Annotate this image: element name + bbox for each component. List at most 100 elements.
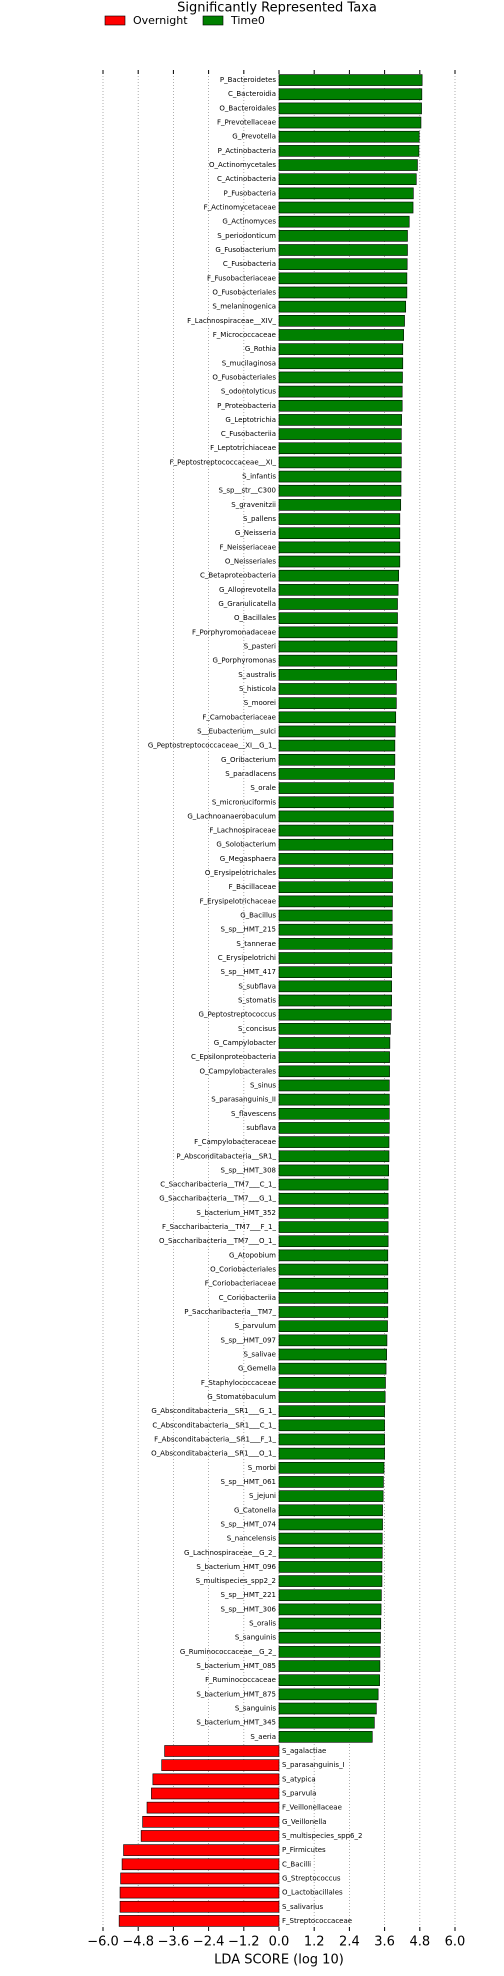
bar: [278, 598, 398, 610]
legend-label: Time0: [230, 14, 265, 27]
bar: [278, 1348, 387, 1361]
category-label: G_Bacillus: [240, 912, 276, 920]
category-label: S_parvulum: [235, 1322, 277, 1330]
category-label: S_sp__HMT_061: [221, 1478, 276, 1486]
bar: [278, 569, 399, 582]
category-label: S_melaninogenica: [212, 303, 276, 311]
bar: [161, 1759, 280, 1771]
category-label: O_Lactobacillales: [282, 1889, 343, 1897]
bar: [278, 215, 410, 228]
category-label: F_Neisseriaceae: [220, 543, 276, 551]
category-label: C_Bacilli: [282, 1860, 311, 1868]
category-label: C_Betaproteobacteria: [200, 572, 276, 580]
category-label: S_periodonticum: [217, 232, 276, 240]
bar: [278, 1377, 386, 1389]
category-label: S_sp__HMT_221: [221, 1591, 276, 1599]
category-label: G_Rothia: [245, 345, 276, 353]
category-label: G_Solobacterium: [216, 841, 276, 849]
bar: [278, 1037, 391, 1049]
bar: [278, 1688, 379, 1701]
bar: [278, 300, 407, 313]
category-label: S_moorei: [244, 699, 276, 707]
bar: [278, 286, 408, 299]
category-label: S_mucilaginosa: [222, 359, 276, 367]
bar: [278, 513, 401, 525]
category-label: S_infantis: [242, 473, 276, 481]
bar: [278, 1461, 385, 1474]
bar: [278, 938, 393, 950]
category-label: S_bacterium_HMT_352: [196, 1209, 276, 1217]
bar: [118, 1915, 280, 1927]
bar: [278, 923, 393, 936]
bar: [278, 499, 402, 511]
bar: [278, 1476, 384, 1488]
category-label: S_atypica: [282, 1775, 316, 1783]
bar: [278, 654, 398, 667]
category-label: S_bacterium_HMT_096: [196, 1563, 276, 1571]
category-label: O_Absconditabacteria__SR1___O_1_: [151, 1450, 276, 1458]
category-label: G_Oribacterium: [221, 756, 276, 764]
bar: [278, 966, 392, 978]
category-label: O_Coriobacteriales: [210, 1266, 276, 1274]
category-label: F_Absconditabacteria__SR1___F_1_: [154, 1435, 276, 1443]
category-label: O_Bacillales: [234, 614, 276, 622]
bar: [152, 1773, 280, 1786]
category-label: S_micronuciformis: [212, 798, 276, 806]
bar: [278, 1093, 390, 1106]
category-label: S_sp__HMT_306: [221, 1605, 277, 1613]
category-label: G_Lachnospiraceae__G_2_: [184, 1549, 276, 1557]
bar: [278, 1504, 383, 1517]
category-label: G_Gemella: [238, 1365, 276, 1373]
category-label: C_Actinobacteria: [217, 175, 276, 183]
bar: [278, 683, 397, 695]
category-label: S_aeria: [250, 1733, 276, 1741]
bar: [278, 1164, 390, 1177]
bar: [278, 159, 418, 171]
category-label: O_Fusobacteriales: [212, 288, 276, 296]
category-label: S_multispecies_spp2_2: [196, 1577, 276, 1585]
category-label: G_Peptostreptococcus: [199, 1011, 277, 1019]
x-tick-label: −3.6: [158, 1935, 190, 1950]
bar: [278, 555, 401, 568]
category-label: G_Streptococcus: [282, 1874, 341, 1882]
category-label: S_sanguinis: [235, 1634, 277, 1642]
bar: [278, 1334, 388, 1347]
category-label: S_sp__str__C300: [218, 487, 276, 495]
x-tick-label: −2.4: [193, 1935, 225, 1950]
chart-title: Significantly Represented Taxa: [177, 1, 377, 16]
bar: [278, 88, 423, 101]
bar: [278, 640, 398, 653]
bar: [278, 1589, 382, 1602]
bar: [278, 244, 408, 256]
bar: [278, 130, 420, 143]
bar: [278, 428, 402, 440]
category-label: C_Fusobacteria: [223, 260, 276, 268]
bar: [278, 1207, 389, 1219]
bar: [278, 612, 398, 624]
bar: [278, 456, 402, 469]
bar: [278, 853, 394, 865]
category-label: G_Neisseria: [235, 529, 276, 537]
category-label: S_jejuni: [249, 1492, 276, 1500]
bar: [278, 1405, 385, 1417]
bar: [278, 74, 423, 86]
bar: [278, 527, 401, 540]
bar: [278, 881, 393, 894]
bar: [278, 1221, 389, 1233]
category-label: F_Saccharibacteria__TM7___F_1_: [162, 1223, 276, 1231]
bar: [278, 116, 422, 129]
category-label: F_Campylobacteraceae: [194, 1138, 276, 1146]
bar: [278, 230, 408, 242]
bar: [278, 1192, 389, 1205]
bar: [278, 867, 393, 879]
bar: [278, 1447, 385, 1460]
category-label: G_Stomatobaculum: [207, 1393, 276, 1401]
category-label: F_Ruminococcaceae: [205, 1676, 276, 1684]
bar: [278, 782, 394, 794]
bar: [278, 1051, 390, 1063]
bar: [278, 1277, 389, 1290]
x-tick-label: 2.4: [339, 1935, 360, 1950]
category-label: S_parasanguinis_II: [211, 1096, 276, 1104]
bar: [278, 357, 404, 370]
category-label: F_Lachnospiraceae: [209, 827, 276, 835]
